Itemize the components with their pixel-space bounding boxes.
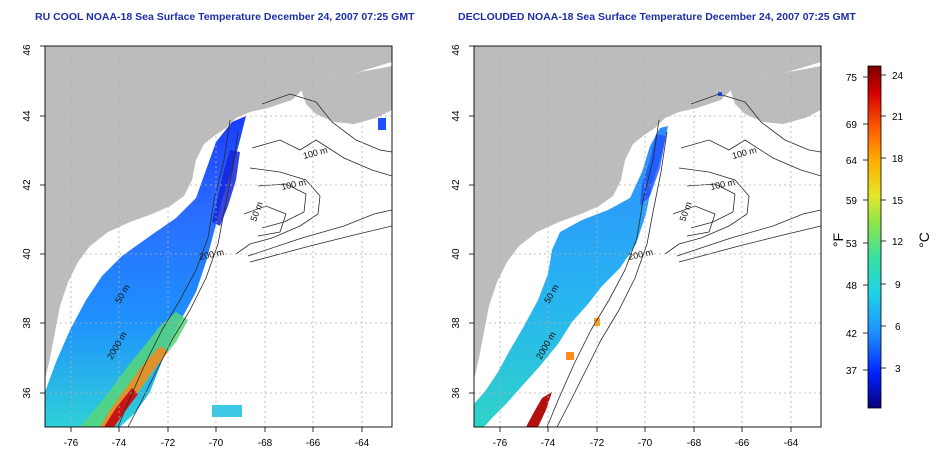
right-map-cold-shelf (640, 134, 666, 206)
right-x-tick-label: -72 (590, 438, 605, 449)
left-map-hot-core (104, 388, 138, 427)
colorbar-f-tick: 53 (846, 239, 858, 250)
colorbar-f-tick: 64 (846, 156, 858, 167)
left-x-tick-label: -68 (258, 438, 273, 449)
colorbar-gradient (867, 65, 882, 409)
colorbar-tick-marks (863, 74, 886, 371)
left-y-tick-label: 46 (22, 44, 33, 56)
left-x-tick-label: -70 (209, 438, 224, 449)
left-map-nova-scotia (300, 66, 392, 124)
left-map-gulf-stream-warm (80, 312, 188, 427)
left-x-tick-label: -74 (112, 438, 127, 449)
right-map-warm-core (526, 392, 552, 427)
colorbar-c-tick: 21 (892, 112, 904, 123)
colorbar-c-tick: 15 (892, 196, 904, 207)
left-map-frame (44, 45, 393, 428)
right-y-tick-label: 36 (451, 387, 462, 399)
right-x-tick-label: -70 (638, 438, 653, 449)
right-map: 100 m 100 m 50 m 200 m 50 m 2000 m -76 -… (451, 44, 822, 449)
left-map-sst-swath (45, 116, 246, 427)
right-y-tick-label: 42 (451, 179, 462, 191)
right-map-nova-scotia (729, 66, 821, 124)
colorbar-c-tick: 12 (892, 237, 904, 248)
colorbar-f-tick: 42 (846, 329, 858, 340)
right-map-sst-swath (474, 126, 668, 427)
right-y-tick-label: 38 (451, 317, 462, 329)
left-x-tick-label: -76 (64, 438, 79, 449)
colorbar: 75 69 64 59 53 48 42 37 24 21 18 15 12 9… (830, 65, 932, 409)
right-map-frame (473, 45, 822, 428)
left-y-tick-label: 42 (22, 179, 33, 191)
left-x-tick-label: -72 (161, 438, 176, 449)
colorbar-celsius-label: °C (916, 232, 932, 248)
left-x-tick-label: -64 (355, 438, 370, 449)
colorbar-f-tick: 59 (846, 196, 858, 207)
colorbar-f-tick: 48 (846, 281, 858, 292)
left-y-tick-label: 36 (22, 387, 33, 399)
right-x-tick-label: -76 (493, 438, 508, 449)
right-map-gridlines (474, 46, 821, 427)
right-map-title: DECLOUDED NOAA-18 Sea Surface Temperatur… (458, 11, 856, 23)
colorbar-c-tick: 3 (895, 364, 901, 375)
right-map-tick-marks (469, 45, 792, 432)
right-y-tick-label: 40 (451, 248, 462, 260)
left-map-patch (378, 118, 386, 130)
colorbar-c-tick: 24 (892, 71, 904, 82)
left-map-title: RU COOL NOAA-18 Sea Surface Temperature … (35, 11, 415, 23)
left-map-tick-marks (40, 45, 363, 432)
colorbar-c-tick: 9 (895, 280, 901, 291)
left-map-gridlines (45, 46, 392, 427)
colorbar-f-tick: 69 (846, 120, 858, 131)
right-x-tick-label: -64 (784, 438, 799, 449)
right-map-bathymetry-contours (546, 93, 821, 427)
left-y-tick-label: 40 (22, 248, 33, 260)
left-map-land (45, 46, 392, 380)
colorbar-c-tick: 6 (895, 322, 901, 333)
right-y-tick-label: 44 (451, 110, 462, 122)
colorbar-fahrenheit-label: °F (830, 233, 846, 247)
colorbar-f-tick: 75 (846, 73, 858, 84)
left-y-tick-label: 44 (22, 110, 33, 122)
right-x-tick-label: -68 (687, 438, 702, 449)
left-map-bathymetry-contours (117, 93, 392, 427)
left-x-tick-label: -66 (306, 438, 321, 449)
right-map-land (474, 46, 821, 380)
colorbar-f-tick: 37 (846, 366, 858, 377)
left-map-patch (212, 405, 242, 417)
left-y-tick-label: 38 (22, 317, 33, 329)
left-map-cold-shelf (212, 150, 240, 226)
colorbar-c-tick: 18 (892, 154, 904, 165)
right-x-tick-label: -74 (541, 438, 556, 449)
right-map-patch (566, 352, 574, 360)
left-map: 100 m 100 m 50 m 200 m 50 m 2000 m -76 -… (22, 44, 393, 449)
right-y-tick-label: 46 (451, 44, 462, 56)
right-x-tick-label: -66 (735, 438, 750, 449)
